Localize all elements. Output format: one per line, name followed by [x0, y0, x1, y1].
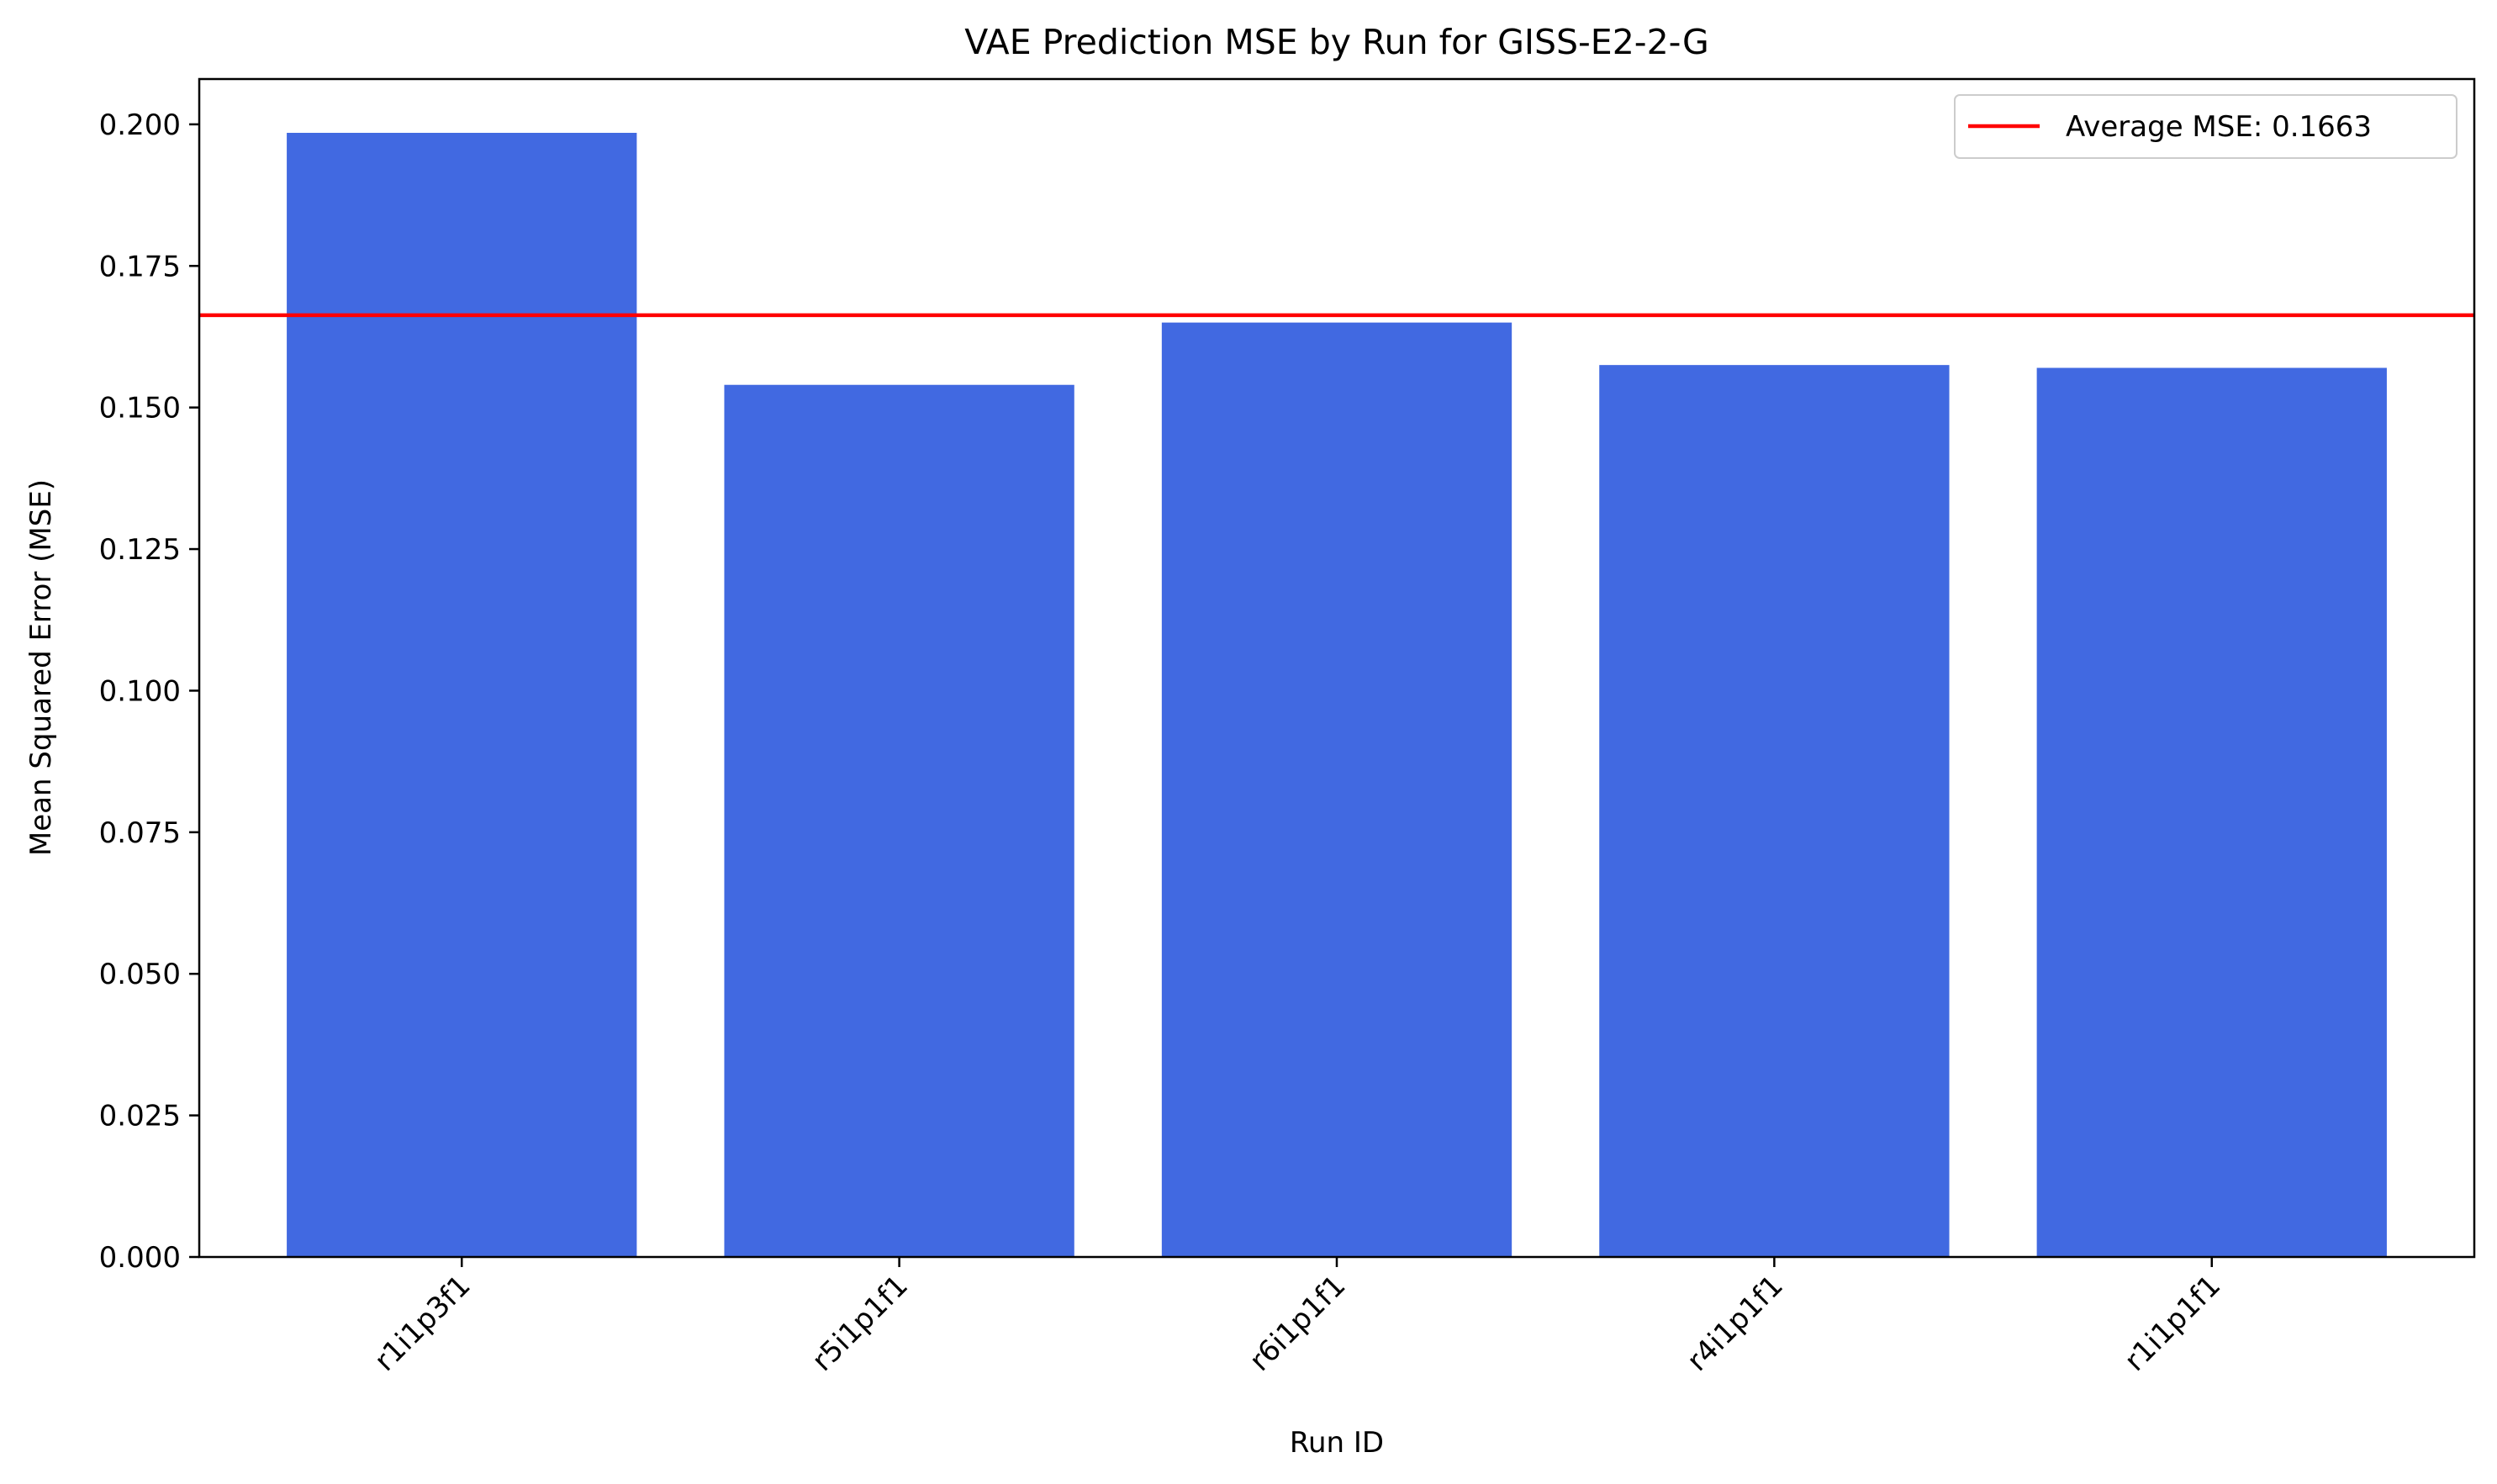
y-tick-label: 0.025 [99, 1100, 181, 1133]
y-tick-label: 0.175 [99, 250, 181, 283]
x-tick-label: r6i1p1f1 [1243, 1269, 1353, 1378]
y-tick-label: 0.000 [99, 1241, 181, 1275]
x-tick-label: r5i1p1f1 [805, 1269, 915, 1378]
legend: Average MSE: 0.1663 [1954, 94, 2457, 159]
bar-r1i1p1f1 [2036, 367, 2387, 1258]
y-tick-label: 0.100 [99, 674, 181, 708]
x-axis: r1i1p3f1 r5i1p1f1 r6i1p1f1 r4i1p1f1 r1i1p1f1 [368, 1257, 2227, 1378]
y-tick-label: 0.125 [99, 533, 181, 567]
bar-r6i1p1f1 [1161, 322, 1512, 1257]
chart-title: VAE Prediction MSE by Run for GISS-E2-2-… [964, 22, 1708, 62]
y-axis-title: Mean Squared Error (MSE) [24, 479, 58, 856]
x-tick-label: r1i1p1f1 [2118, 1269, 2227, 1378]
bar-r4i1p1f1 [1599, 365, 1950, 1258]
legend-box [1954, 94, 2457, 159]
bars-group [287, 132, 2387, 1258]
x-tick-label: r1i1p3f1 [368, 1269, 478, 1378]
legend-label-average: Average MSE: 0.1663 [2066, 110, 2372, 144]
y-tick-label: 0.050 [99, 958, 181, 991]
x-tick-label: r4i1p1f1 [1681, 1269, 1790, 1378]
bar-r1i1p3f1 [287, 132, 637, 1257]
y-tick-label: 0.200 [99, 108, 181, 142]
y-tick-label: 0.075 [99, 816, 181, 850]
y-axis: 0.000 0.025 0.050 0.075 0.100 0.125 0.150 0.175… [99, 108, 199, 1275]
bar-r5i1p1f1 [724, 384, 1074, 1257]
x-axis-title: Run ID [1290, 1426, 1384, 1460]
y-tick-label: 0.150 [99, 392, 181, 425]
